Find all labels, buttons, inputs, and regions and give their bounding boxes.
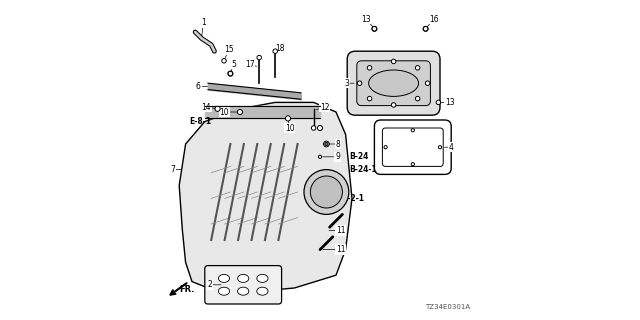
Ellipse shape — [218, 275, 230, 283]
Text: 18: 18 — [275, 44, 285, 52]
Text: 16: 16 — [429, 15, 438, 24]
Ellipse shape — [237, 287, 249, 295]
FancyBboxPatch shape — [347, 51, 440, 115]
Circle shape — [426, 81, 430, 85]
Circle shape — [357, 81, 362, 85]
Ellipse shape — [237, 275, 249, 283]
FancyBboxPatch shape — [357, 61, 430, 106]
Circle shape — [423, 26, 428, 31]
Circle shape — [312, 126, 316, 130]
Circle shape — [323, 141, 329, 147]
Text: 10: 10 — [285, 124, 294, 132]
Circle shape — [319, 155, 322, 158]
Circle shape — [257, 55, 262, 60]
Text: 3: 3 — [345, 79, 349, 88]
Text: 8: 8 — [335, 140, 340, 148]
FancyBboxPatch shape — [205, 266, 282, 304]
Circle shape — [436, 100, 440, 105]
Circle shape — [392, 59, 396, 64]
Circle shape — [285, 116, 291, 121]
Circle shape — [228, 71, 233, 76]
Text: 17: 17 — [244, 60, 255, 68]
Circle shape — [372, 27, 376, 31]
Text: FR.: FR. — [179, 285, 195, 294]
Circle shape — [438, 146, 442, 149]
Circle shape — [415, 66, 420, 70]
Ellipse shape — [369, 70, 419, 96]
Text: 6: 6 — [196, 82, 201, 91]
Text: 1: 1 — [201, 18, 205, 27]
Circle shape — [423, 27, 428, 31]
Text: 13: 13 — [362, 15, 371, 24]
Text: B-24-1: B-24-1 — [349, 165, 376, 174]
Ellipse shape — [257, 275, 268, 283]
Ellipse shape — [218, 287, 230, 295]
FancyBboxPatch shape — [383, 128, 443, 166]
Circle shape — [237, 109, 243, 115]
Text: E-2-1: E-2-1 — [342, 194, 364, 203]
Circle shape — [310, 176, 342, 208]
Text: 10: 10 — [219, 108, 229, 116]
Circle shape — [273, 49, 278, 53]
Circle shape — [228, 71, 233, 76]
Text: 2: 2 — [207, 280, 212, 289]
Circle shape — [317, 125, 323, 131]
Text: 9: 9 — [335, 152, 340, 161]
Circle shape — [412, 163, 415, 166]
Text: 14: 14 — [202, 103, 211, 112]
Circle shape — [372, 26, 377, 31]
Circle shape — [384, 146, 387, 149]
Ellipse shape — [257, 287, 268, 295]
Text: E-8-1: E-8-1 — [189, 117, 211, 126]
Text: 13: 13 — [445, 98, 454, 107]
Circle shape — [412, 129, 415, 132]
Text: 12: 12 — [320, 103, 330, 112]
Circle shape — [392, 103, 396, 107]
Circle shape — [324, 142, 328, 146]
Text: 15: 15 — [224, 45, 234, 54]
Text: TZ34E0301A: TZ34E0301A — [425, 304, 470, 310]
Text: 11: 11 — [336, 245, 346, 254]
Text: 7: 7 — [170, 165, 175, 174]
FancyBboxPatch shape — [374, 120, 451, 174]
Text: 4: 4 — [449, 143, 454, 152]
Circle shape — [415, 96, 420, 101]
Polygon shape — [179, 102, 352, 294]
Circle shape — [222, 59, 227, 63]
Circle shape — [367, 96, 372, 101]
Circle shape — [367, 66, 372, 70]
Circle shape — [215, 106, 220, 111]
Text: B-24: B-24 — [349, 152, 368, 161]
Text: 11: 11 — [336, 226, 346, 235]
Circle shape — [304, 170, 349, 214]
Text: 5: 5 — [231, 60, 236, 68]
